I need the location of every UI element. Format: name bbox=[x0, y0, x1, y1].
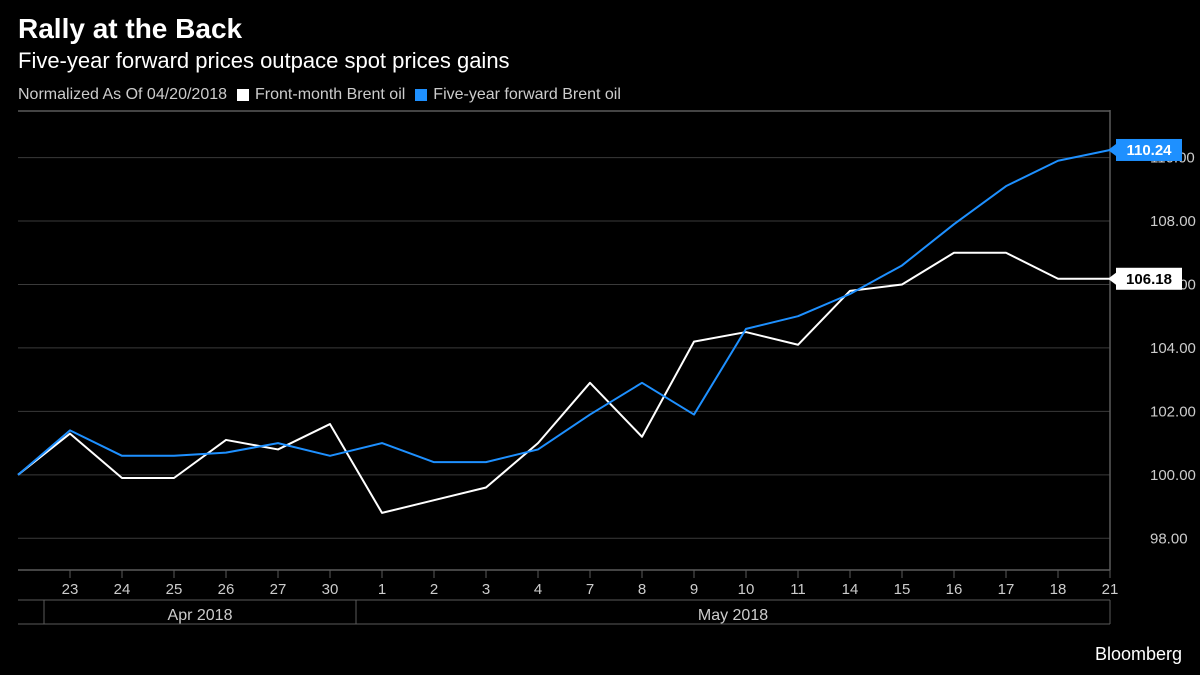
legend-label-five-year: Five-year forward Brent oil bbox=[433, 86, 621, 104]
svg-text:14: 14 bbox=[842, 581, 859, 598]
end-label-front-month: 106.18 bbox=[1108, 267, 1182, 289]
svg-text:102.00: 102.00 bbox=[1150, 403, 1196, 420]
svg-text:110.24: 110.24 bbox=[1126, 142, 1172, 159]
svg-text:98.00: 98.00 bbox=[1150, 530, 1188, 547]
svg-text:17: 17 bbox=[998, 581, 1015, 598]
chart-subtitle: Five-year forward prices outpace spot pr… bbox=[18, 48, 1182, 74]
series-line-five-year bbox=[18, 150, 1110, 475]
svg-text:104.00: 104.00 bbox=[1150, 340, 1196, 357]
svg-text:7: 7 bbox=[586, 581, 594, 598]
svg-text:9: 9 bbox=[690, 581, 698, 598]
svg-text:3: 3 bbox=[482, 581, 490, 598]
svg-text:4: 4 bbox=[534, 581, 542, 598]
legend-label-front-month: Front-month Brent oil bbox=[255, 86, 405, 104]
svg-text:Apr 2018: Apr 2018 bbox=[168, 607, 233, 624]
chart-source: Bloomberg bbox=[1095, 644, 1182, 665]
svg-text:11: 11 bbox=[790, 581, 806, 598]
svg-text:21: 21 bbox=[1102, 581, 1119, 598]
svg-text:18: 18 bbox=[1050, 581, 1067, 598]
svg-text:27: 27 bbox=[270, 581, 287, 598]
svg-text:15: 15 bbox=[894, 581, 911, 598]
legend-swatch-front-month bbox=[237, 89, 249, 101]
end-label-five-year: 110.24 bbox=[1108, 139, 1182, 161]
chart-container: Rally at the Back Five-year forward pric… bbox=[0, 0, 1200, 675]
svg-text:100.00: 100.00 bbox=[1150, 466, 1196, 483]
chart-title: Rally at the Back bbox=[18, 12, 1182, 46]
svg-text:8: 8 bbox=[638, 581, 646, 598]
legend-normalized-label: Normalized As Of 04/20/2018 bbox=[18, 86, 227, 104]
legend-item-five-year: Five-year forward Brent oil bbox=[415, 86, 621, 104]
series-line-front-month bbox=[18, 252, 1110, 512]
svg-text:24: 24 bbox=[114, 581, 131, 598]
legend-item-front-month: Front-month Brent oil bbox=[237, 86, 405, 104]
svg-text:10: 10 bbox=[738, 581, 755, 598]
svg-text:23: 23 bbox=[62, 581, 79, 598]
svg-text:May 2018: May 2018 bbox=[698, 607, 768, 624]
chart-header: Rally at the Back Five-year forward pric… bbox=[0, 0, 1200, 78]
svg-text:108.00: 108.00 bbox=[1150, 213, 1196, 230]
svg-text:1: 1 bbox=[378, 581, 386, 598]
legend-swatch-five-year bbox=[415, 89, 427, 101]
chart-plot-wrap: 98.00100.00102.00104.00106.00108.00110.0… bbox=[0, 110, 1200, 650]
svg-text:16: 16 bbox=[946, 581, 963, 598]
svg-text:30: 30 bbox=[322, 581, 339, 598]
chart-legend: Normalized As Of 04/20/2018 Front-month … bbox=[0, 78, 1200, 110]
svg-text:2: 2 bbox=[430, 581, 438, 598]
svg-text:25: 25 bbox=[166, 581, 183, 598]
chart-svg: 98.00100.00102.00104.00106.00108.00110.0… bbox=[0, 110, 1200, 650]
svg-text:106.18: 106.18 bbox=[1126, 270, 1172, 287]
svg-text:26: 26 bbox=[218, 581, 235, 598]
